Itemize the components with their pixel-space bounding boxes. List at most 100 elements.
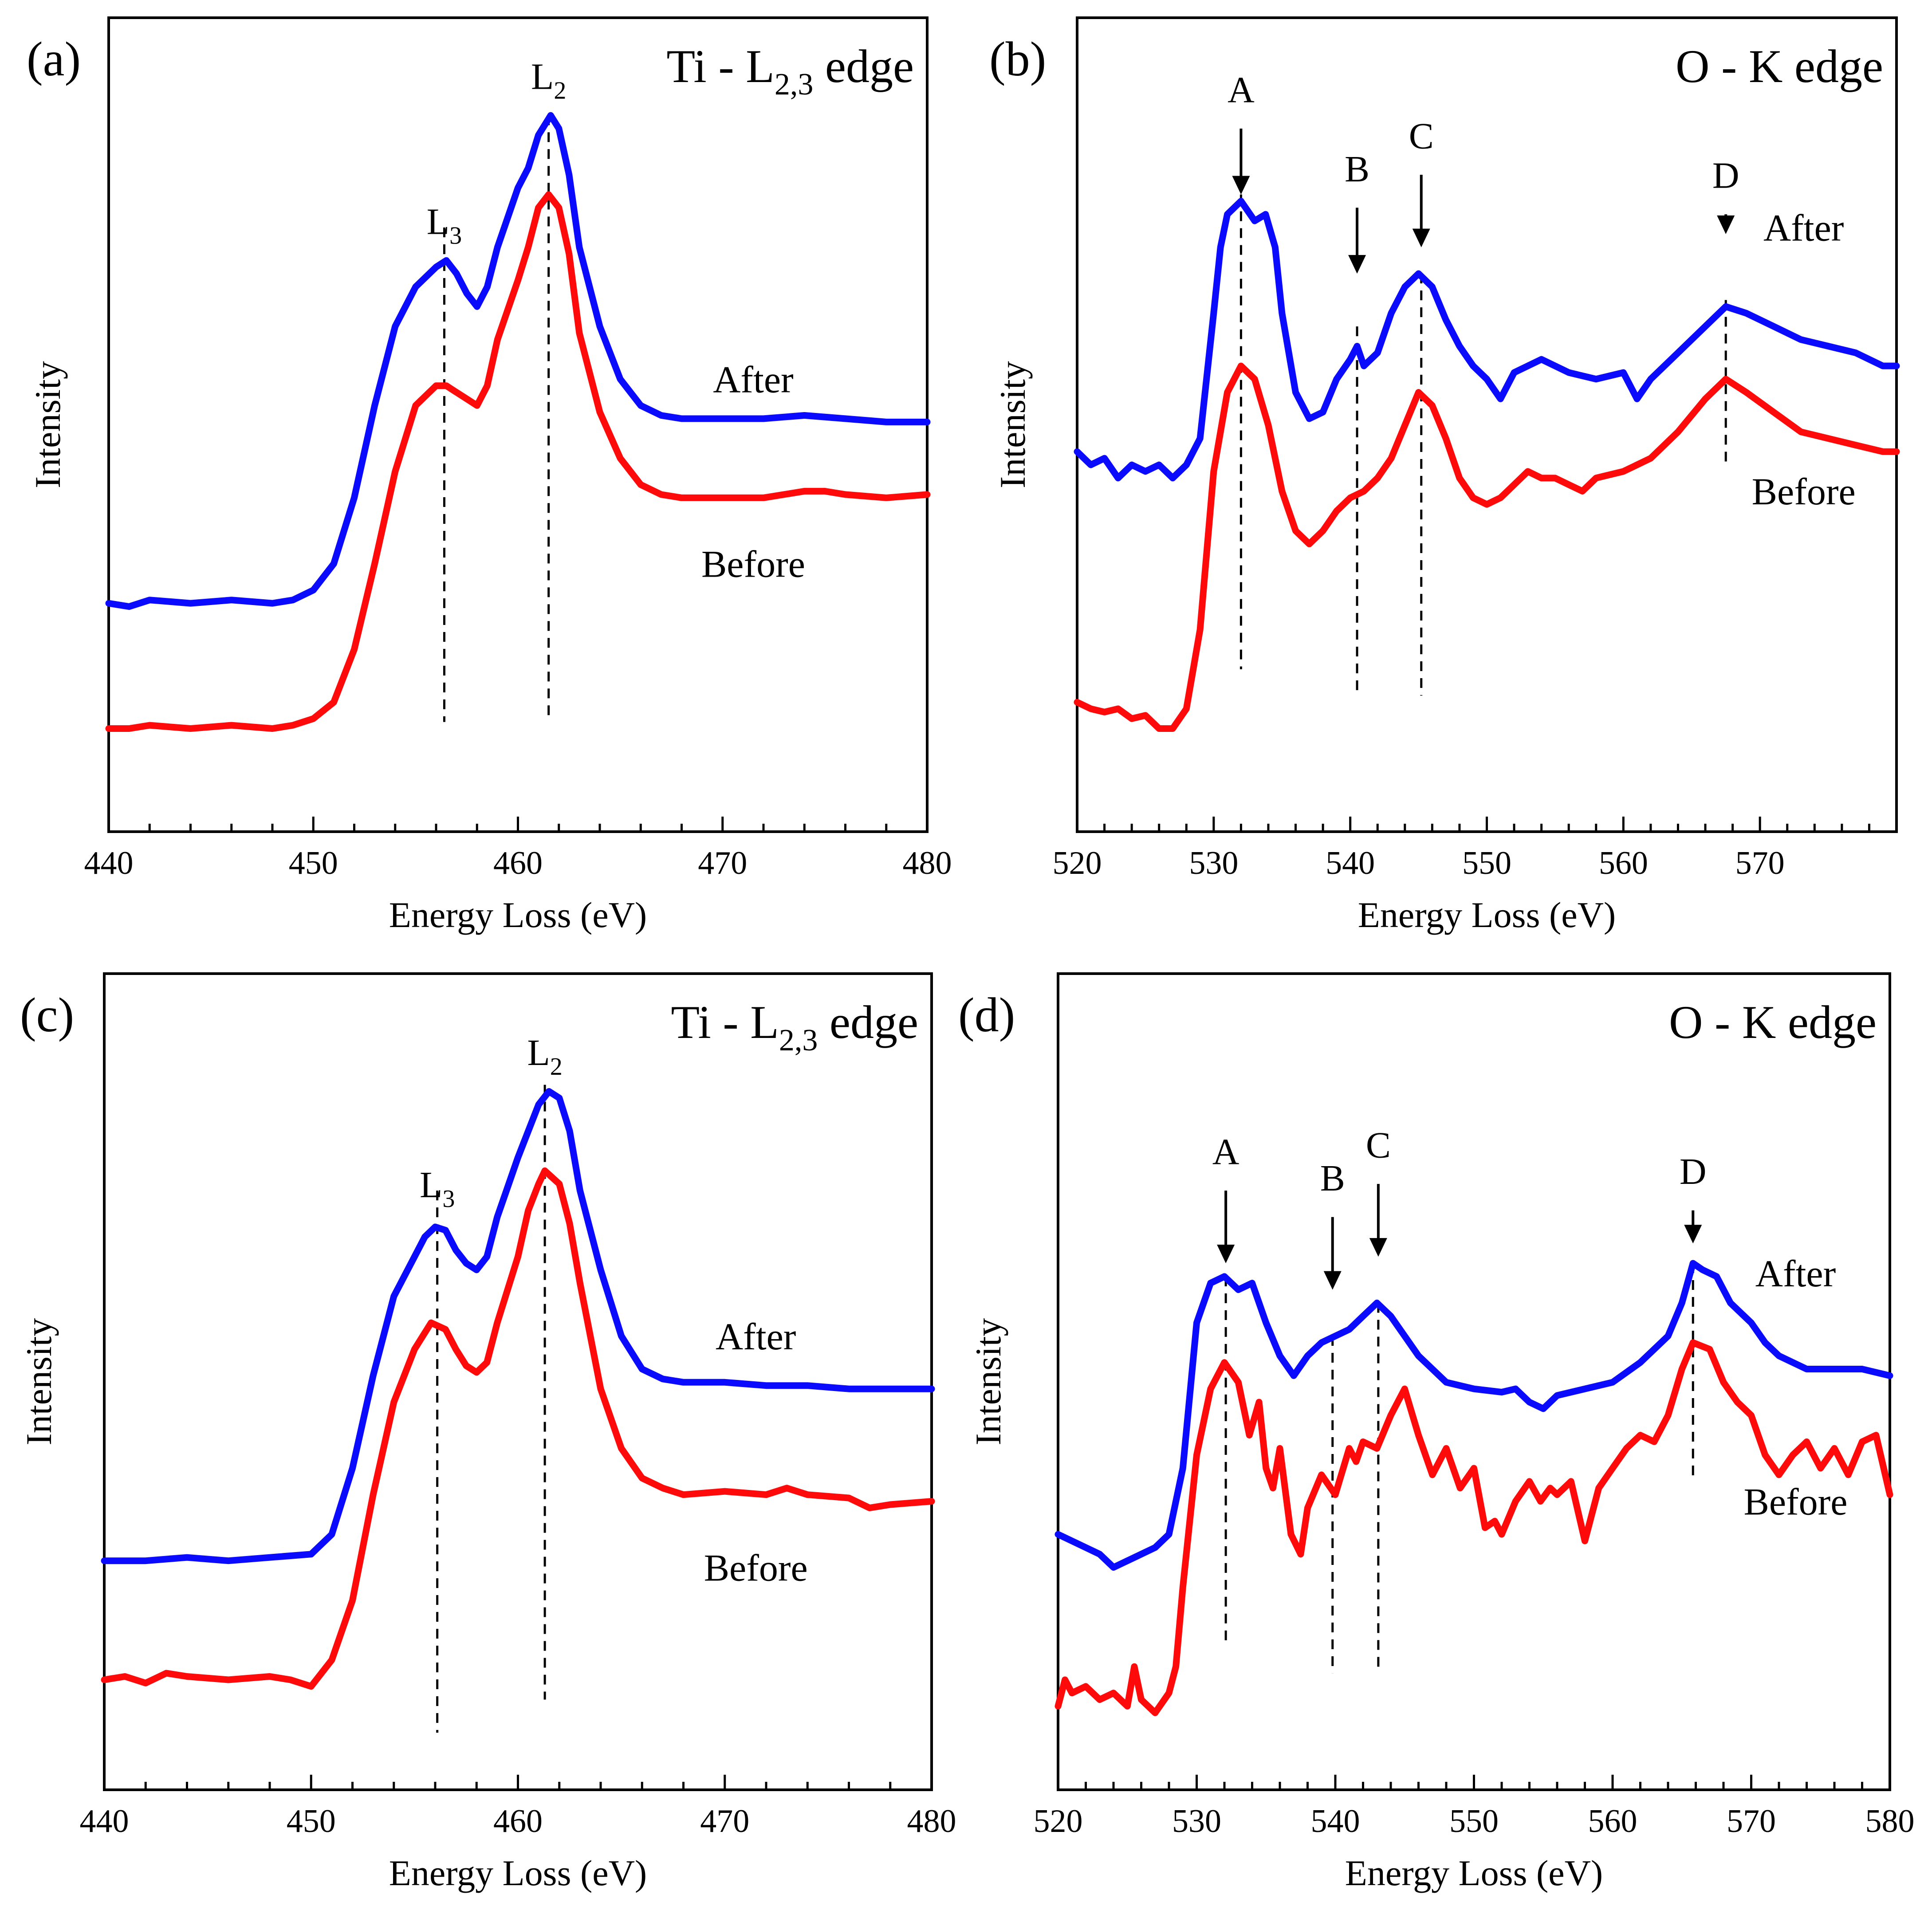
series-line-after (1055, 1260, 1893, 1571)
peak-label-L2-sub: 2 (554, 77, 566, 105)
x-tick-label: 570 (1727, 1803, 1776, 1839)
x-tick-label: 560 (1588, 1803, 1637, 1839)
x-tick-label: 460 (493, 845, 543, 881)
peak-label-A: A (1212, 1131, 1239, 1172)
peak-arrow-head-icon (1412, 228, 1430, 248)
series-line-before (101, 1167, 935, 1690)
x-tick-label: 450 (289, 845, 338, 881)
edge-title-main: Ti - L (671, 996, 779, 1048)
panel-a: 440 450 460 470 480 Energy Loss (eV) Intensity… (27, 16, 952, 935)
edge-title-suffix: edge (818, 996, 918, 1048)
series-label-before: Before (704, 1546, 808, 1589)
peak-arrow-head-icon (1217, 1245, 1235, 1264)
x-tick-label: 550 (1462, 845, 1511, 881)
peak-arrow-head-icon (1717, 215, 1735, 234)
peak-label-B-main: B (1345, 149, 1369, 190)
series-label-after: After (1763, 207, 1844, 249)
series-label-after: After (1755, 1252, 1836, 1295)
series-line-before (1055, 1339, 1893, 1716)
peak-arrow-head-icon (1323, 1271, 1342, 1290)
x-axis-label: Energy Loss (eV) (1345, 1853, 1603, 1893)
edge-title-sub: 2,3 (779, 1023, 818, 1057)
x-tick-label: 520 (1053, 845, 1102, 881)
edge-title-main: Ti - L (666, 40, 775, 92)
edge-title: O - K edge (1676, 40, 1883, 92)
peak-label-D: D (1680, 1151, 1707, 1192)
x-tick-label: 540 (1311, 1803, 1360, 1839)
series-line-after (101, 1088, 935, 1564)
peak-label-L2: L2 (527, 1032, 562, 1081)
series-line-before (105, 191, 931, 732)
peak-label-A: A (1228, 69, 1255, 110)
x-tick-label: 570 (1735, 845, 1785, 881)
peak-label-D-main: D (1680, 1151, 1707, 1192)
series-label-before: Before (1744, 1480, 1848, 1523)
x-tick-label: 440 (80, 1803, 129, 1839)
peak-label-D: D (1712, 155, 1739, 197)
edge-title-main: O - K edge (1676, 40, 1883, 92)
plot-frame (1057, 972, 1891, 1791)
x-axis-label: Energy Loss (eV) (1358, 895, 1616, 935)
x-tick-label: 530 (1172, 1803, 1221, 1839)
peak-label-D-main: D (1712, 155, 1739, 197)
y-axis-label: Intensity (19, 1318, 59, 1446)
panel-label: (a) (27, 32, 81, 86)
y-axis-label: Intensity (28, 361, 68, 488)
x-tick-label: 560 (1599, 845, 1648, 881)
peak-label-B: B (1320, 1158, 1345, 1199)
peak-arrow-head-icon (1232, 176, 1250, 195)
x-axis-label: Energy Loss (eV) (389, 1853, 647, 1893)
x-tick-label: 550 (1449, 1803, 1499, 1839)
x-tick-label: 470 (698, 845, 747, 881)
edge-title: Ti - L2,3 edge (666, 40, 914, 102)
peak-label-L3-main: L (427, 201, 449, 243)
peak-label-L3: L3 (420, 1164, 455, 1213)
panel-label: (b) (989, 32, 1046, 86)
peak-label-C-main: C (1366, 1125, 1391, 1166)
y-axis-label: Intensity (968, 1318, 1008, 1446)
y-axis-label: Intensity (992, 361, 1033, 488)
series-label-before: Before (1752, 470, 1856, 513)
series-line-before (1074, 362, 1900, 732)
edge-title-suffix: edge (813, 40, 914, 92)
plot-frame (107, 16, 929, 833)
x-tick-label: 450 (287, 1803, 336, 1839)
peak-label-L2-main: L (531, 56, 554, 98)
panel-b: 520 530 540 550 560 570 Energy Loss (eV) Intens… (989, 16, 1900, 935)
x-tick-label: 470 (700, 1803, 749, 1839)
peak-label-C: C (1366, 1125, 1391, 1166)
series-line-after (105, 112, 931, 610)
x-tick-label: 540 (1326, 845, 1375, 881)
x-tick-label: 460 (493, 1803, 543, 1839)
x-axis-label: Energy Loss (eV) (389, 895, 647, 935)
peak-label-L2-main: L (527, 1032, 550, 1073)
peak-label-A-main: A (1212, 1131, 1239, 1172)
x-tick-label: 480 (903, 845, 952, 881)
edge-title: Ti - L2,3 edge (671, 996, 918, 1057)
series-line-after (1074, 197, 1900, 482)
panel-d: 520 530 540 550 560 570 580 Energy Loss (eV) Int… (958, 972, 1915, 1893)
peak-label-L3: L3 (427, 201, 462, 250)
peak-arrow-head-icon (1348, 255, 1366, 274)
x-tick-label: 530 (1189, 845, 1238, 881)
peak-label-A-main: A (1228, 69, 1255, 110)
panel-label: (d) (958, 988, 1015, 1042)
x-tick-label: 480 (907, 1803, 956, 1839)
peak-label-B: B (1345, 149, 1369, 190)
peak-label-B-main: B (1320, 1158, 1345, 1199)
edge-title-sub: 2,3 (775, 67, 814, 102)
x-tick-label: 520 (1034, 1803, 1083, 1839)
edge-title-main: O - K edge (1669, 996, 1877, 1048)
series-label-before: Before (701, 543, 805, 586)
peak-label-L3-main: L (420, 1164, 442, 1206)
panel-c: 440 450 460 470 480 Energy Loss (eV) Intensity… (19, 972, 956, 1893)
series-label-after: After (713, 358, 793, 401)
peak-label-C-main: C (1409, 116, 1434, 157)
peak-arrow-head-icon (1684, 1225, 1702, 1244)
plot-frame (103, 972, 933, 1791)
peak-label-L3-sub: 3 (442, 1185, 455, 1213)
peak-label-C: C (1409, 116, 1434, 157)
peak-label-L3-sub: 3 (449, 222, 462, 250)
series-label-after: After (716, 1315, 796, 1358)
